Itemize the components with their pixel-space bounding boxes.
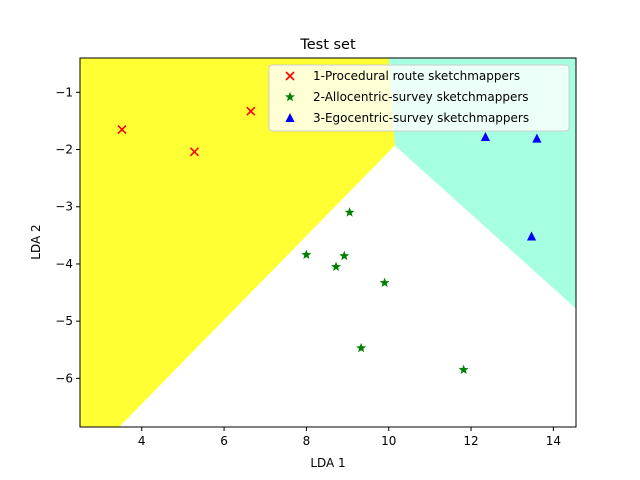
data-point-series-1: [246, 106, 256, 116]
legend-label-2: 2-Allocentric-survey sketchmappers: [313, 90, 529, 104]
data-points: [117, 106, 542, 374]
y-axis-title: LDA 2: [29, 224, 43, 259]
y-tick-label: −2: [55, 143, 73, 157]
chart-title: Test set: [299, 37, 356, 53]
y-tick-label: −3: [55, 200, 73, 214]
data-point-series-2: [356, 342, 367, 353]
plot-frame: [79, 57, 577, 428]
data-point-series-2: [344, 207, 355, 217]
x-tick-label: 8: [303, 434, 311, 448]
x-tick-label: 4: [138, 434, 146, 448]
y-tick-label: −1: [55, 85, 73, 99]
x-tick-label: 10: [381, 434, 396, 448]
y-tick-label: −6: [55, 371, 73, 385]
data-point-series-3: [480, 131, 491, 141]
region-1: [80, 58, 395, 427]
legend: 1-Procedural route sketchmappers 2-Alloce…: [268, 64, 570, 132]
legend-marker-1: [285, 71, 295, 81]
y-axis-ticks: −1 −2 −3 −4 −5 −6: [55, 85, 80, 385]
legend-label-1: 1-Procedural route sketchmappers: [313, 69, 520, 83]
x-axis-ticks: 4 6 8 10 12 14: [138, 427, 561, 448]
y-tick-label: −5: [55, 314, 73, 328]
data-point-series-2: [339, 250, 350, 261]
x-tick-label: 12: [463, 434, 478, 448]
data-point-series-3: [532, 133, 542, 143]
data-point-series-1: [189, 147, 199, 157]
y-tick-label: −4: [55, 257, 73, 271]
data-point-series-2: [379, 277, 390, 288]
x-tick-label: 14: [546, 434, 561, 448]
legend-marker-3: [285, 113, 295, 122]
data-point-series-2: [458, 364, 469, 374]
data-point-series-3: [526, 231, 537, 241]
legend-box: [268, 64, 570, 132]
x-axis-title: LDA 1: [310, 456, 345, 470]
x-tick-label: 6: [220, 434, 228, 448]
data-point-series-1: [117, 124, 127, 135]
legend-label-3: 3-Egocentric-survey sketchmappers: [313, 111, 529, 125]
data-point-series-2: [301, 249, 312, 260]
data-point-series-2: [331, 261, 341, 272]
legend-marker-2: [285, 91, 295, 102]
